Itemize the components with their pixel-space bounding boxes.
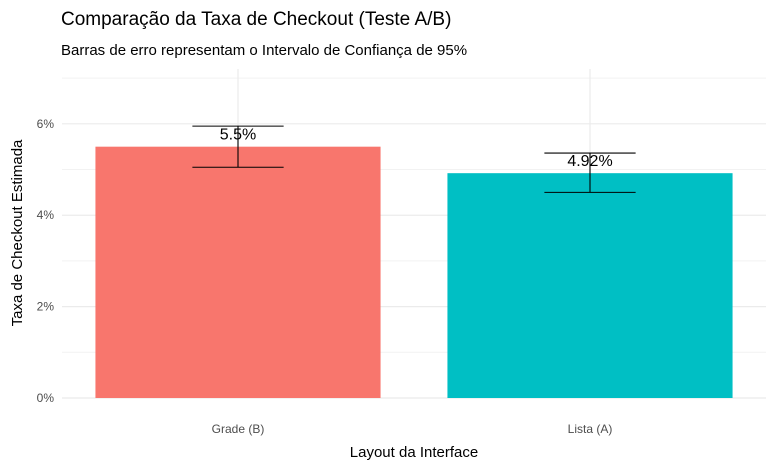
x-axis-title: Layout da Interface	[350, 444, 478, 461]
x-axis-ticks: Grade (B) Lista (A)	[212, 422, 613, 436]
bar	[95, 146, 381, 398]
bars	[95, 146, 733, 398]
data-label: 5.5%	[220, 127, 256, 144]
chart-subtitle: Barras de erro representam o Intervalo d…	[61, 42, 467, 59]
error-bars	[192, 125, 636, 193]
y-tick-label: 2%	[37, 300, 55, 314]
y-axis-ticks: 0% 2% 4% 6%	[37, 117, 55, 405]
chart-title: Comparação da Taxa de Checkout (Teste A/…	[61, 9, 451, 30]
y-tick-label: 6%	[37, 117, 55, 131]
y-tick-label: 0%	[37, 391, 55, 405]
data-labels: 5.5% 4.92%	[220, 127, 613, 171]
x-tick-label: Lista (A)	[568, 422, 613, 436]
bar	[447, 173, 733, 398]
y-axis-title: Taxa de Checkout Estimada	[9, 139, 26, 326]
y-tick-label: 4%	[37, 208, 55, 222]
x-tick-label: Grade (B)	[212, 422, 265, 436]
data-label: 4.92%	[567, 153, 612, 170]
